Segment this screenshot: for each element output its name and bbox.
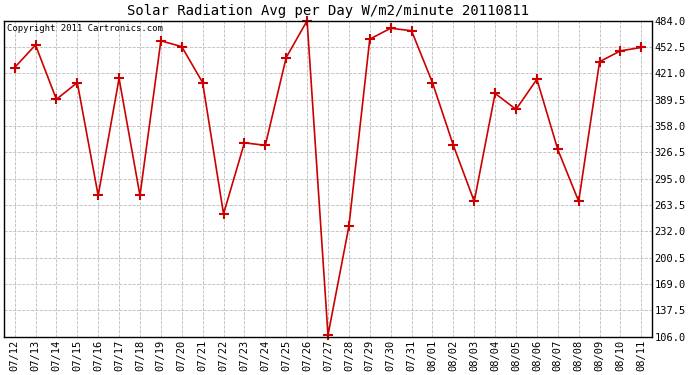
Text: Copyright 2011 Cartronics.com: Copyright 2011 Cartronics.com: [8, 24, 164, 33]
Title: Solar Radiation Avg per Day W/m2/minute 20110811: Solar Radiation Avg per Day W/m2/minute …: [127, 4, 529, 18]
